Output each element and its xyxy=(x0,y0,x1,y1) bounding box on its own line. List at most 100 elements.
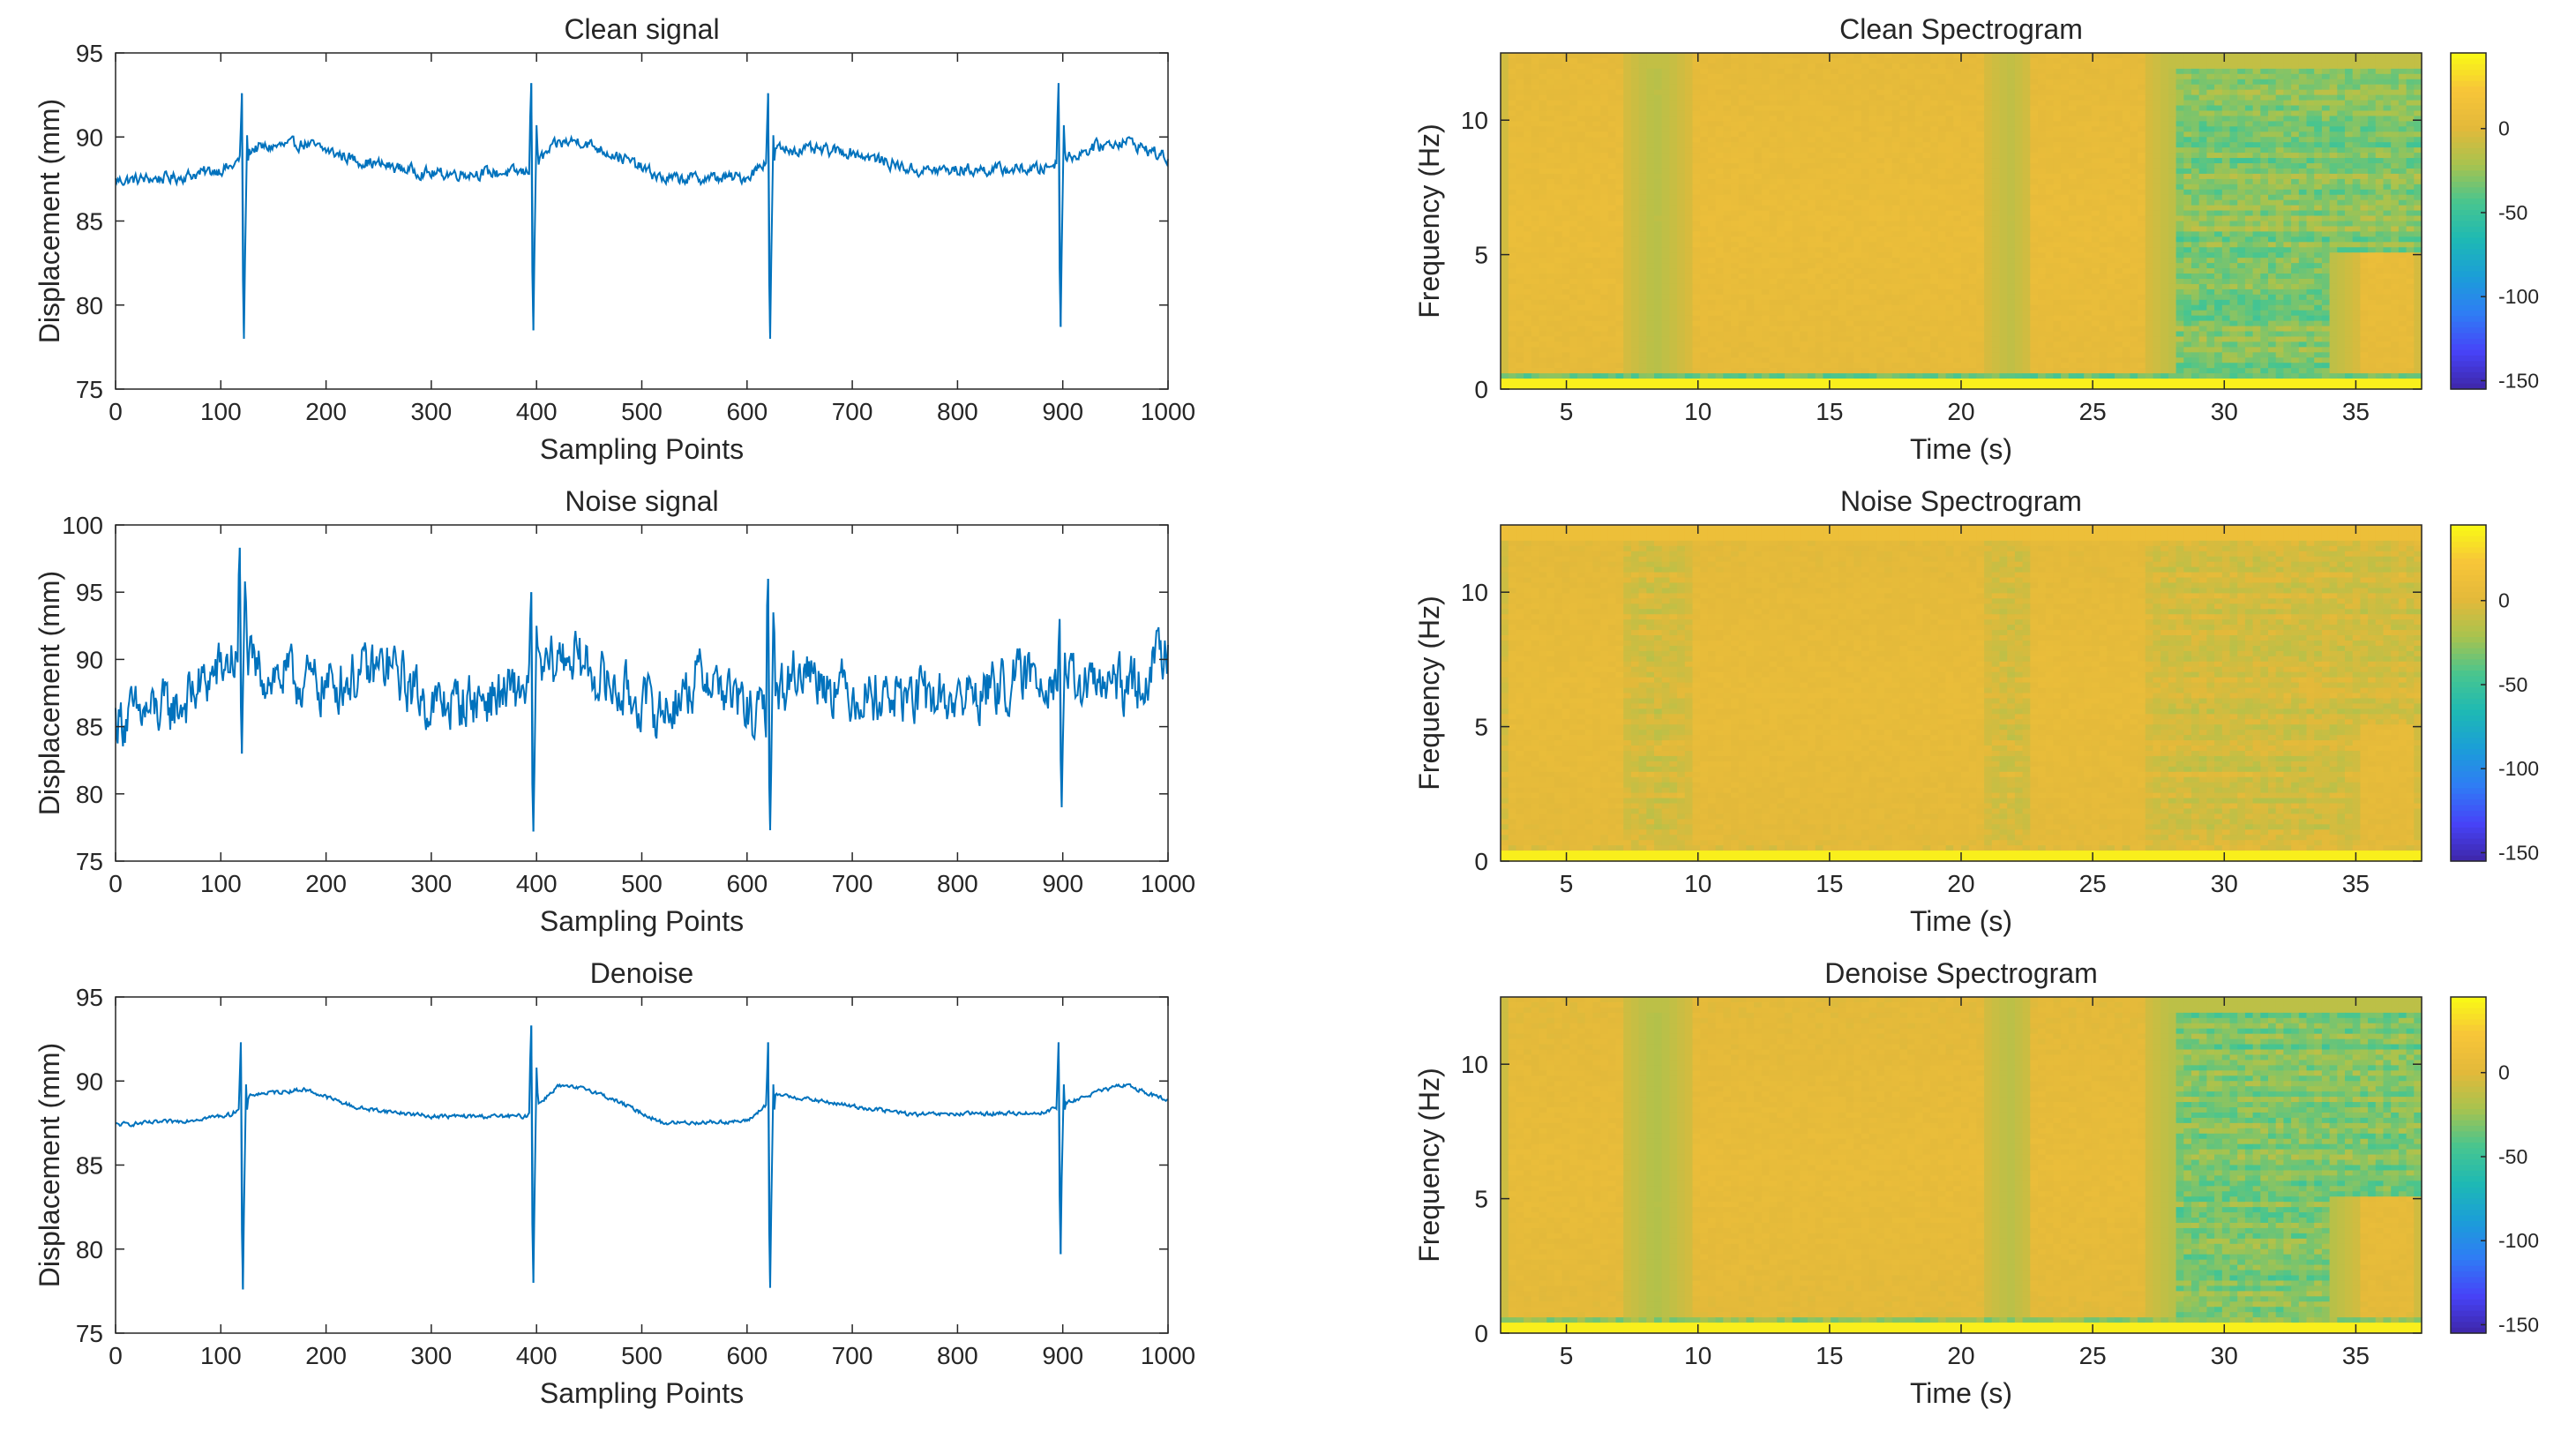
heatmap-cell xyxy=(2299,190,2307,196)
heatmap-cell xyxy=(2153,116,2161,122)
heatmap-cell xyxy=(2314,126,2322,132)
heatmap-cell xyxy=(1831,195,1838,201)
heatmap-cell xyxy=(1823,79,1831,86)
heatmap-cell xyxy=(1631,85,1639,91)
heatmap-cell xyxy=(1876,137,1884,143)
heatmap-cell xyxy=(2414,126,2422,132)
heatmap-cell xyxy=(1585,106,1593,112)
heatmap-cell xyxy=(1984,101,1992,107)
heatmap-cell xyxy=(1700,126,1708,132)
heatmap-cell xyxy=(1600,116,1608,122)
heatmap-cell xyxy=(2291,101,2299,107)
plot-area xyxy=(116,53,1168,389)
heatmap-cell xyxy=(1585,79,1593,86)
heatmap-cell xyxy=(1762,58,1770,64)
heatmap-cell xyxy=(1938,121,1946,127)
heatmap-cell xyxy=(1639,179,1647,185)
heatmap-cell xyxy=(2123,110,2130,116)
heatmap-cell xyxy=(1639,158,1647,164)
heatmap-cell xyxy=(1930,74,1938,80)
heatmap-cell xyxy=(1546,195,1554,201)
heatmap-cell xyxy=(2123,101,2130,107)
heatmap-cell xyxy=(1816,69,1823,75)
heatmap-cell xyxy=(2061,190,2069,196)
heatmap-cell xyxy=(1646,179,1654,185)
heatmap-cell xyxy=(2368,53,2376,59)
heatmap-cell xyxy=(2414,190,2422,196)
heatmap-cell xyxy=(1554,147,1562,154)
heatmap-cell xyxy=(2399,195,2407,201)
heatmap-cell xyxy=(1899,90,1907,96)
heatmap-cell xyxy=(1823,110,1831,116)
heatmap-cell xyxy=(2107,190,2115,196)
heatmap-cell xyxy=(1907,79,1915,86)
heatmap-cell xyxy=(1539,101,1547,107)
heatmap-cell xyxy=(2115,116,2123,122)
heatmap-cell xyxy=(1654,153,1662,159)
heatmap-cell xyxy=(2176,142,2184,148)
heatmap-cell xyxy=(2283,126,2291,132)
heatmap-cell xyxy=(1785,137,1793,143)
heatmap-cell xyxy=(1592,142,1600,148)
heatmap-cell xyxy=(1762,69,1770,75)
heatmap-cell xyxy=(1785,64,1793,70)
heatmap-cell xyxy=(1716,142,1724,148)
heatmap-cell xyxy=(1639,85,1647,91)
x-tick-label: 700 xyxy=(832,398,873,425)
heatmap-cell xyxy=(1685,190,1693,196)
heatmap-cell xyxy=(1923,85,1931,91)
heatmap-cell xyxy=(2168,79,2176,86)
heatmap-cell xyxy=(2414,158,2422,164)
heatmap-cell xyxy=(1884,64,1892,70)
heatmap-cell xyxy=(1616,179,1624,185)
heatmap-cell xyxy=(2214,137,2222,143)
heatmap-cell xyxy=(1831,174,1838,180)
heatmap-cell xyxy=(2414,163,2422,169)
heatmap-cell xyxy=(1923,90,1931,96)
heatmap-cell xyxy=(2345,74,2353,80)
heatmap-cell xyxy=(2322,53,2330,59)
heatmap-cell xyxy=(1754,79,1762,86)
heatmap-cell xyxy=(1853,195,1861,201)
heatmap-cell xyxy=(2138,79,2145,86)
heatmap-cell xyxy=(2360,163,2368,169)
heatmap-cell xyxy=(1969,147,1977,154)
heatmap-cell xyxy=(2176,79,2184,86)
heatmap-cell xyxy=(2276,137,2284,143)
heatmap-cell xyxy=(1823,190,1831,196)
heatmap-cell xyxy=(1907,121,1915,127)
heatmap-cell xyxy=(2360,126,2368,132)
heatmap-cell xyxy=(1969,158,1977,164)
heatmap-cell xyxy=(1884,58,1892,64)
heatmap-cell xyxy=(1746,131,1754,138)
heatmap-cell xyxy=(2153,85,2161,91)
heatmap-cell xyxy=(2276,169,2284,175)
heatmap-cell xyxy=(2291,137,2299,143)
heatmap-cell xyxy=(1793,184,1801,191)
heatmap-cell xyxy=(1808,153,1816,159)
heatmap-cell xyxy=(2160,153,2168,159)
heatmap-cell xyxy=(2360,116,2368,122)
heatmap-cell xyxy=(2314,106,2322,112)
heatmap-cell xyxy=(1723,116,1731,122)
heatmap-cell xyxy=(1616,90,1624,96)
heatmap-cell xyxy=(1754,158,1762,164)
heatmap-cell xyxy=(1524,184,1531,191)
heatmap-cell xyxy=(1907,174,1915,180)
heatmap-cell xyxy=(2376,53,2384,59)
heatmap-cell xyxy=(2399,69,2407,75)
heatmap-cell xyxy=(1770,190,1778,196)
heatmap-cell xyxy=(1800,116,1808,122)
heatmap-cell xyxy=(2345,106,2353,112)
heatmap-cell xyxy=(2145,101,2153,107)
heatmap-cell xyxy=(1616,64,1624,70)
heatmap-cell xyxy=(1800,174,1808,180)
heatmap-cell xyxy=(1746,137,1754,143)
x-tick-label: 400 xyxy=(516,1342,558,1369)
heatmap-cell xyxy=(2030,153,2038,159)
heatmap-cell xyxy=(2391,131,2399,138)
heatmap-cell xyxy=(1585,200,1593,206)
heatmap-cell xyxy=(1946,58,1954,64)
heatmap-cell xyxy=(1708,69,1716,75)
heatmap-cell xyxy=(2314,79,2322,86)
